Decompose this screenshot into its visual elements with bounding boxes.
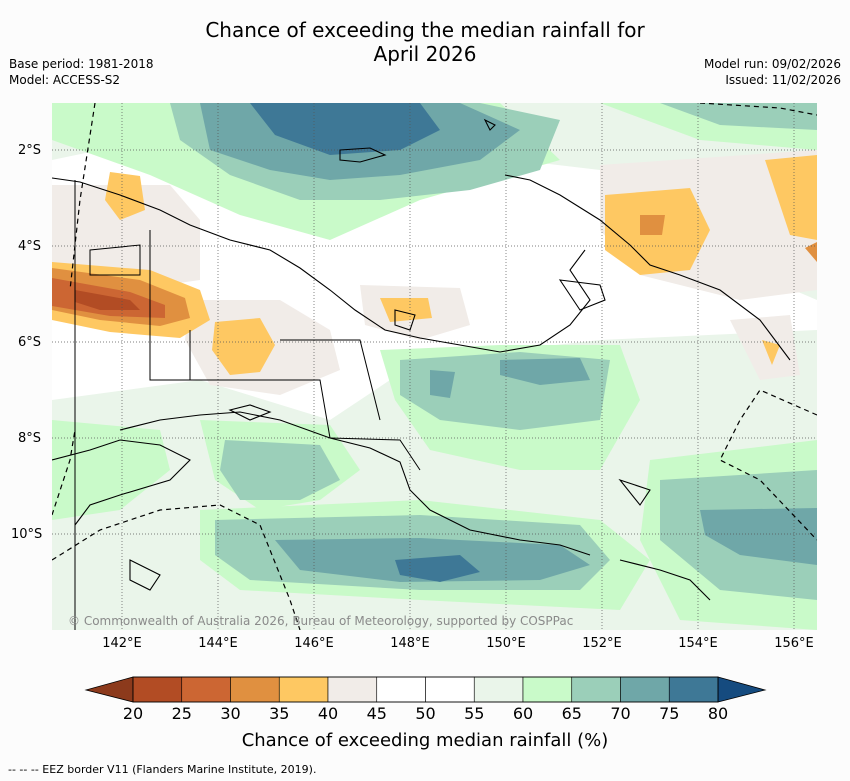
meta-right: Model run: 09/02/2026 Issued: 11/02/2026 xyxy=(704,56,841,88)
colorbar-cell xyxy=(620,676,670,703)
colorbar-cell xyxy=(278,676,329,703)
lon-label: 156°E xyxy=(774,636,814,651)
colorbar-high-extend xyxy=(717,676,767,703)
copyright-notice: © Commonwealth of Australia 2026, Bureau… xyxy=(68,614,574,628)
colorbar-tick-label: 40 xyxy=(317,704,339,723)
zone-30-35 xyxy=(640,215,665,235)
colorbar-tick-label: 80 xyxy=(707,704,729,723)
model-run: Model run: 09/02/2026 xyxy=(703,57,841,71)
zone-75-80 xyxy=(395,555,480,582)
zone-35-40 xyxy=(380,298,432,322)
zone-70-75 xyxy=(700,508,817,565)
colorbar-cell xyxy=(668,676,719,703)
zone-30-35 xyxy=(805,242,817,262)
lat-label: 2°S xyxy=(18,143,42,158)
lat-label: 4°S xyxy=(18,239,42,254)
colorbar-tick-label: 70 xyxy=(610,704,631,723)
colorbar-cell xyxy=(571,676,621,703)
colorbar xyxy=(84,676,767,703)
lon-label: 150°E xyxy=(486,636,526,651)
lon-label: 142°E xyxy=(102,636,142,651)
colorbar-tick-label: 45 xyxy=(366,704,387,723)
lon-label: 152°E xyxy=(582,636,622,651)
eez-borders xyxy=(52,103,817,630)
colorbar-cell xyxy=(327,676,378,703)
colorbar-cell xyxy=(230,676,280,703)
map-plot-area xyxy=(52,103,817,630)
eez-footnote: -- -- -- EEZ border V11 (Flanders Marine… xyxy=(8,763,317,776)
zone-70-75 xyxy=(430,370,455,398)
colorbar-cell xyxy=(132,676,183,703)
province-borders xyxy=(74,180,421,630)
lon-label: 144°E xyxy=(198,636,238,651)
lat-label: 10°S xyxy=(11,527,43,542)
zone-35-40 xyxy=(762,340,780,365)
zone-35-40 xyxy=(105,172,145,220)
zone-60-65 xyxy=(52,420,170,520)
colorbar-tick-label: 30 xyxy=(220,704,241,723)
zone-35-40 xyxy=(212,318,275,375)
lon-label: 146°E xyxy=(294,636,334,651)
zone-70-75 xyxy=(500,358,590,385)
map-title: Chance of exceeding the median rainfall … xyxy=(0,18,850,66)
colorbar-cell xyxy=(181,676,231,703)
colorbar-cell xyxy=(473,676,524,703)
colorbar-tick-label: 50 xyxy=(415,704,436,723)
lon-label: 154°E xyxy=(678,636,718,651)
zone-20-25 xyxy=(75,290,140,310)
zone-35-40 xyxy=(765,155,817,240)
zone-75-80 xyxy=(250,103,440,155)
map-gridlines xyxy=(52,103,817,630)
title-line-1: Chance of exceeding the median rainfall … xyxy=(205,18,645,42)
colorbar-tick-label: 65 xyxy=(561,704,582,723)
lon-label: 148°E xyxy=(390,636,430,651)
colorbar-tick-label: 25 xyxy=(171,704,192,723)
meta-left: Base period: 1981-2018 Model: ACCESS-S2 xyxy=(9,56,154,88)
colorbar-cell xyxy=(376,676,426,703)
base-period: Base period: 1981-2018 xyxy=(9,57,154,71)
colorbar-tick-label: 60 xyxy=(512,704,534,723)
coastlines xyxy=(52,118,791,601)
issued-date: Issued: 11/02/2026 xyxy=(725,73,841,87)
colorbar-low-extend xyxy=(84,676,134,703)
model-name: Model: ACCESS-S2 xyxy=(9,73,121,87)
colorbar-tick-label: 35 xyxy=(269,704,290,723)
colorbar-tick-label: 55 xyxy=(464,704,485,723)
colorbar-tick-label: 20 xyxy=(122,704,144,723)
colorbar-cell xyxy=(425,676,475,703)
title-line-2: April 2026 xyxy=(373,42,477,66)
lat-label: 8°S xyxy=(18,431,42,446)
colorbar-tick-label: 75 xyxy=(659,704,680,723)
zone-65-70 xyxy=(660,103,817,130)
lat-label: 6°S xyxy=(18,335,42,350)
zone-65-70 xyxy=(220,440,340,500)
colorbar-cell xyxy=(522,676,573,703)
colorbar-label: Chance of exceeding median rainfall (%) xyxy=(241,730,609,751)
